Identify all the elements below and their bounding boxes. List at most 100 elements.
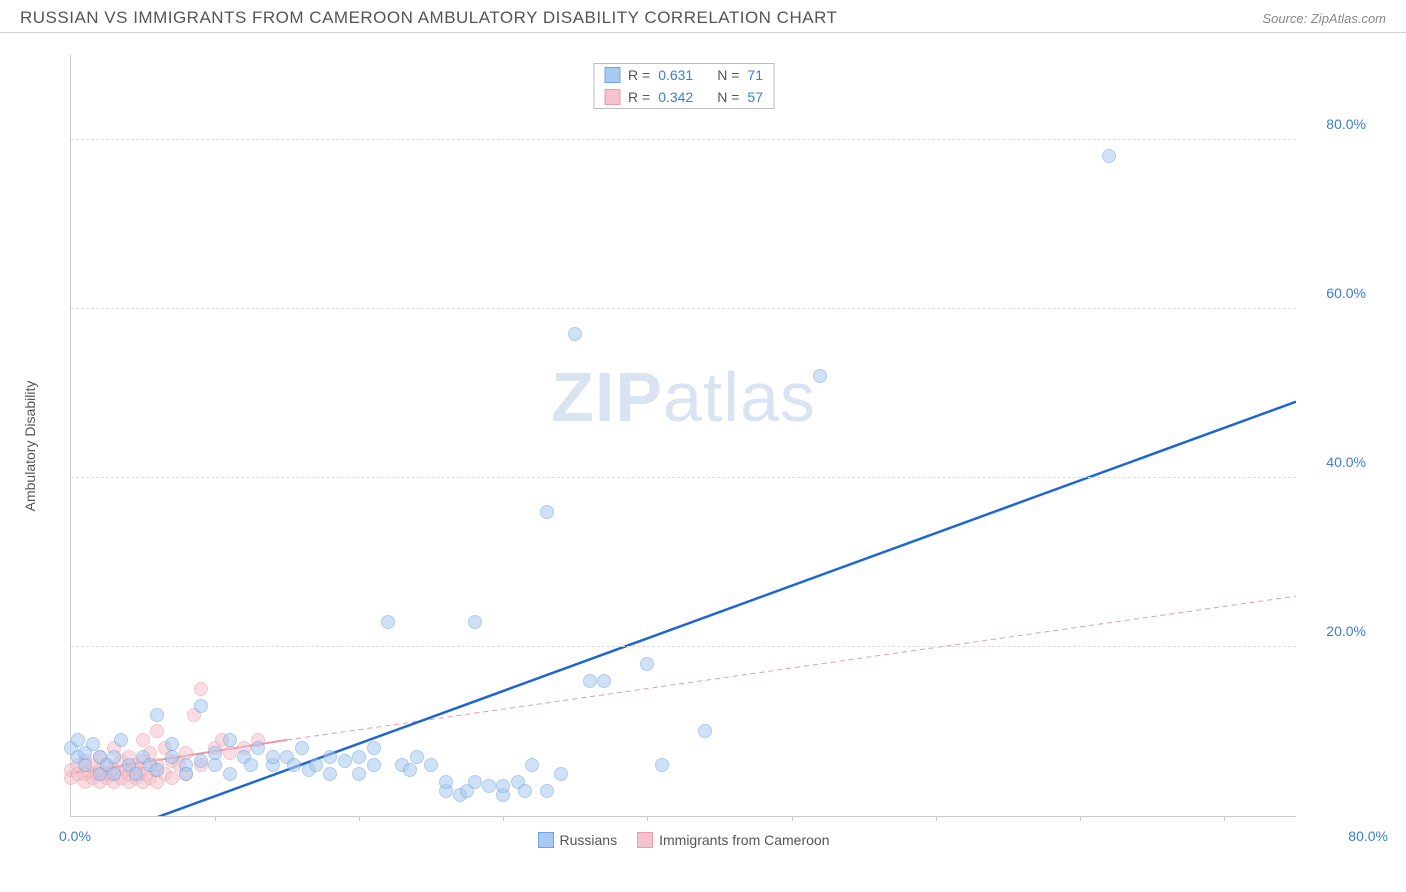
plot-region: ZIPatlas R = 0.631 N = 71 R = 0.342 N = … (70, 55, 1296, 817)
title-bar: RUSSIAN VS IMMIGRANTS FROM CAMEROON AMBU… (0, 0, 1406, 33)
scatter-point-series1 (287, 758, 301, 772)
scatter-point-series1 (338, 754, 352, 768)
scatter-point-series1 (194, 754, 208, 768)
chart-area: Ambulatory Disability ZIPatlas R = 0.631… (50, 45, 1386, 847)
y-tick-label: 20.0% (1326, 623, 1366, 639)
source-label: Source: ZipAtlas.com (1262, 11, 1386, 26)
watermark: ZIPatlas (551, 357, 816, 437)
scatter-point-series1 (150, 763, 164, 777)
y-axis-label: Ambulatory Disability (22, 381, 38, 512)
gridline (71, 477, 1296, 478)
scatter-point-series1 (208, 746, 222, 760)
scatter-point-series1 (367, 758, 381, 772)
scatter-point-series1 (295, 741, 309, 755)
n-label: N = (717, 89, 739, 105)
scatter-point-series1 (107, 767, 121, 781)
legend-swatch (538, 832, 554, 848)
scatter-point-series1 (424, 758, 438, 772)
n-label: N = (717, 67, 739, 83)
legend-swatch (637, 832, 653, 848)
x-end-label: 80.0% (1348, 828, 1388, 844)
series-legend: Russians Immigrants from Cameroon (538, 832, 830, 848)
scatter-point-series1 (568, 327, 582, 341)
r-value: 0.631 (658, 67, 693, 83)
scatter-point-series1 (698, 724, 712, 738)
x-tick (215, 816, 216, 821)
scatter-point-series1 (244, 758, 258, 772)
watermark-atlas: atlas (663, 358, 816, 436)
scatter-point-series1 (403, 763, 417, 777)
gridline (71, 646, 1296, 647)
scatter-point-series1 (583, 674, 597, 688)
x-tick (792, 816, 793, 821)
scatter-point-series1 (165, 750, 179, 764)
scatter-point-series1 (129, 767, 143, 781)
scatter-point-series1 (640, 657, 654, 671)
scatter-point-series1 (323, 750, 337, 764)
scatter-point-series1 (439, 775, 453, 789)
scatter-point-series1 (554, 767, 568, 781)
scatter-point-series1 (179, 767, 193, 781)
r-value: 0.342 (658, 89, 693, 105)
x-tick (1080, 816, 1081, 821)
scatter-point-series1 (323, 767, 337, 781)
chart-title: RUSSIAN VS IMMIGRANTS FROM CAMEROON AMBU… (20, 8, 837, 28)
scatter-point-series1 (107, 750, 121, 764)
legend-item: Immigrants from Cameroon (637, 832, 829, 848)
legend-label: Russians (560, 832, 618, 848)
legend-row: R = 0.631 N = 71 (594, 64, 773, 86)
scatter-point-series1 (597, 674, 611, 688)
scatter-point-series1 (367, 741, 381, 755)
scatter-point-series1 (482, 779, 496, 793)
r-label: R = (628, 67, 650, 83)
scatter-point-series2 (165, 771, 179, 785)
legend-swatch (604, 89, 620, 105)
scatter-point-series1 (352, 750, 366, 764)
scatter-point-series1 (525, 758, 539, 772)
scatter-point-series2 (150, 724, 164, 738)
scatter-point-series1 (540, 784, 554, 798)
x-tick (647, 816, 648, 821)
scatter-point-series1 (352, 767, 366, 781)
scatter-point-series1 (496, 779, 510, 793)
legend-row: R = 0.342 N = 57 (594, 86, 773, 108)
scatter-point-series1 (251, 741, 265, 755)
scatter-point-series1 (468, 775, 482, 789)
scatter-point-series1 (223, 733, 237, 747)
gridline (71, 308, 1296, 309)
r-label: R = (628, 89, 650, 105)
scatter-point-series1 (518, 784, 532, 798)
y-tick-label: 40.0% (1326, 454, 1366, 470)
scatter-point-series1 (813, 369, 827, 383)
scatter-point-series1 (208, 758, 222, 772)
scatter-point-series1 (309, 758, 323, 772)
scatter-point-series1 (78, 758, 92, 772)
scatter-point-series2 (223, 746, 237, 760)
correlation-legend: R = 0.631 N = 71 R = 0.342 N = 57 (593, 63, 774, 109)
x-tick (503, 816, 504, 821)
scatter-point-series1 (266, 750, 280, 764)
scatter-point-series1 (410, 750, 424, 764)
scatter-point-series1 (468, 615, 482, 629)
legend-swatch (604, 67, 620, 83)
x-tick (1224, 816, 1225, 821)
legend-item: Russians (538, 832, 618, 848)
n-value: 57 (747, 89, 763, 105)
trend-lines (71, 55, 1296, 816)
scatter-point-series1 (381, 615, 395, 629)
scatter-point-series1 (655, 758, 669, 772)
n-value: 71 (747, 67, 763, 83)
x-tick (359, 816, 360, 821)
watermark-zip: ZIP (551, 358, 663, 436)
x-tick (936, 816, 937, 821)
y-tick-label: 80.0% (1326, 116, 1366, 132)
scatter-point-series1 (540, 505, 554, 519)
scatter-point-series1 (194, 699, 208, 713)
scatter-point-series1 (1102, 149, 1116, 163)
scatter-point-series1 (150, 708, 164, 722)
scatter-point-series1 (223, 767, 237, 781)
y-tick-label: 60.0% (1326, 285, 1366, 301)
scatter-point-series1 (114, 733, 128, 747)
scatter-point-series1 (165, 737, 179, 751)
legend-label: Immigrants from Cameroon (659, 832, 829, 848)
